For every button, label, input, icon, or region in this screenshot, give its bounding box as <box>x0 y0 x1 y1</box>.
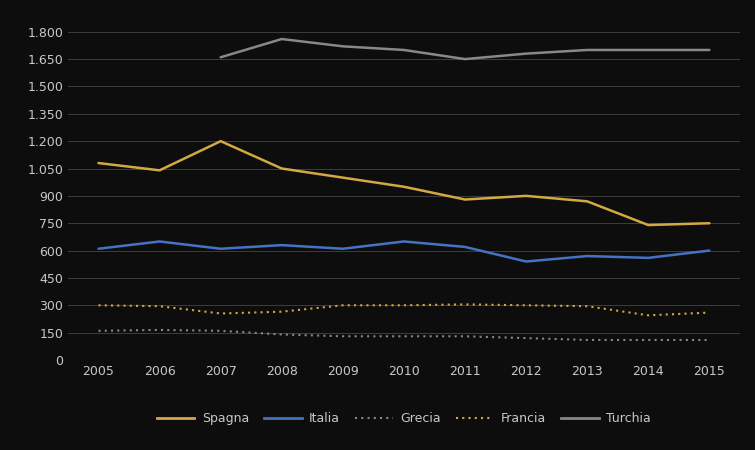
Legend: Spagna, Italia, Grecia, Francia, Turchia: Spagna, Italia, Grecia, Francia, Turchia <box>152 407 656 430</box>
